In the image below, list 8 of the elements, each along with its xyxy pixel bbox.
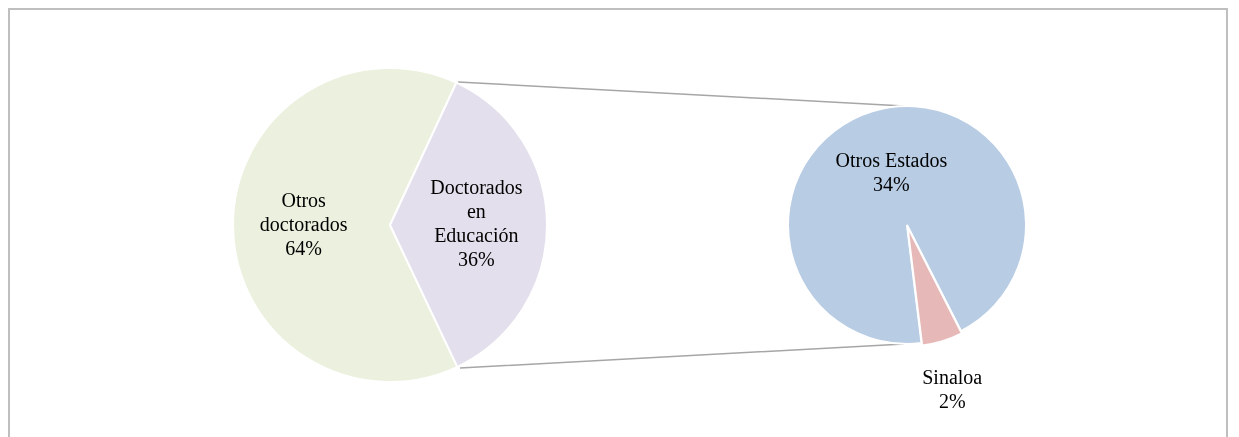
data-label: 36%: [458, 247, 495, 270]
slice-label: Doctorados en Educación: [430, 175, 523, 246]
slice-label: Sinaloa: [922, 366, 983, 389]
data-label: 34%: [873, 173, 910, 196]
slice-label: Otros Estados: [835, 149, 948, 172]
data-label: 2%: [938, 390, 966, 413]
data-label: 64%: [285, 236, 322, 259]
slice-label: Otros doctorados: [259, 188, 348, 235]
